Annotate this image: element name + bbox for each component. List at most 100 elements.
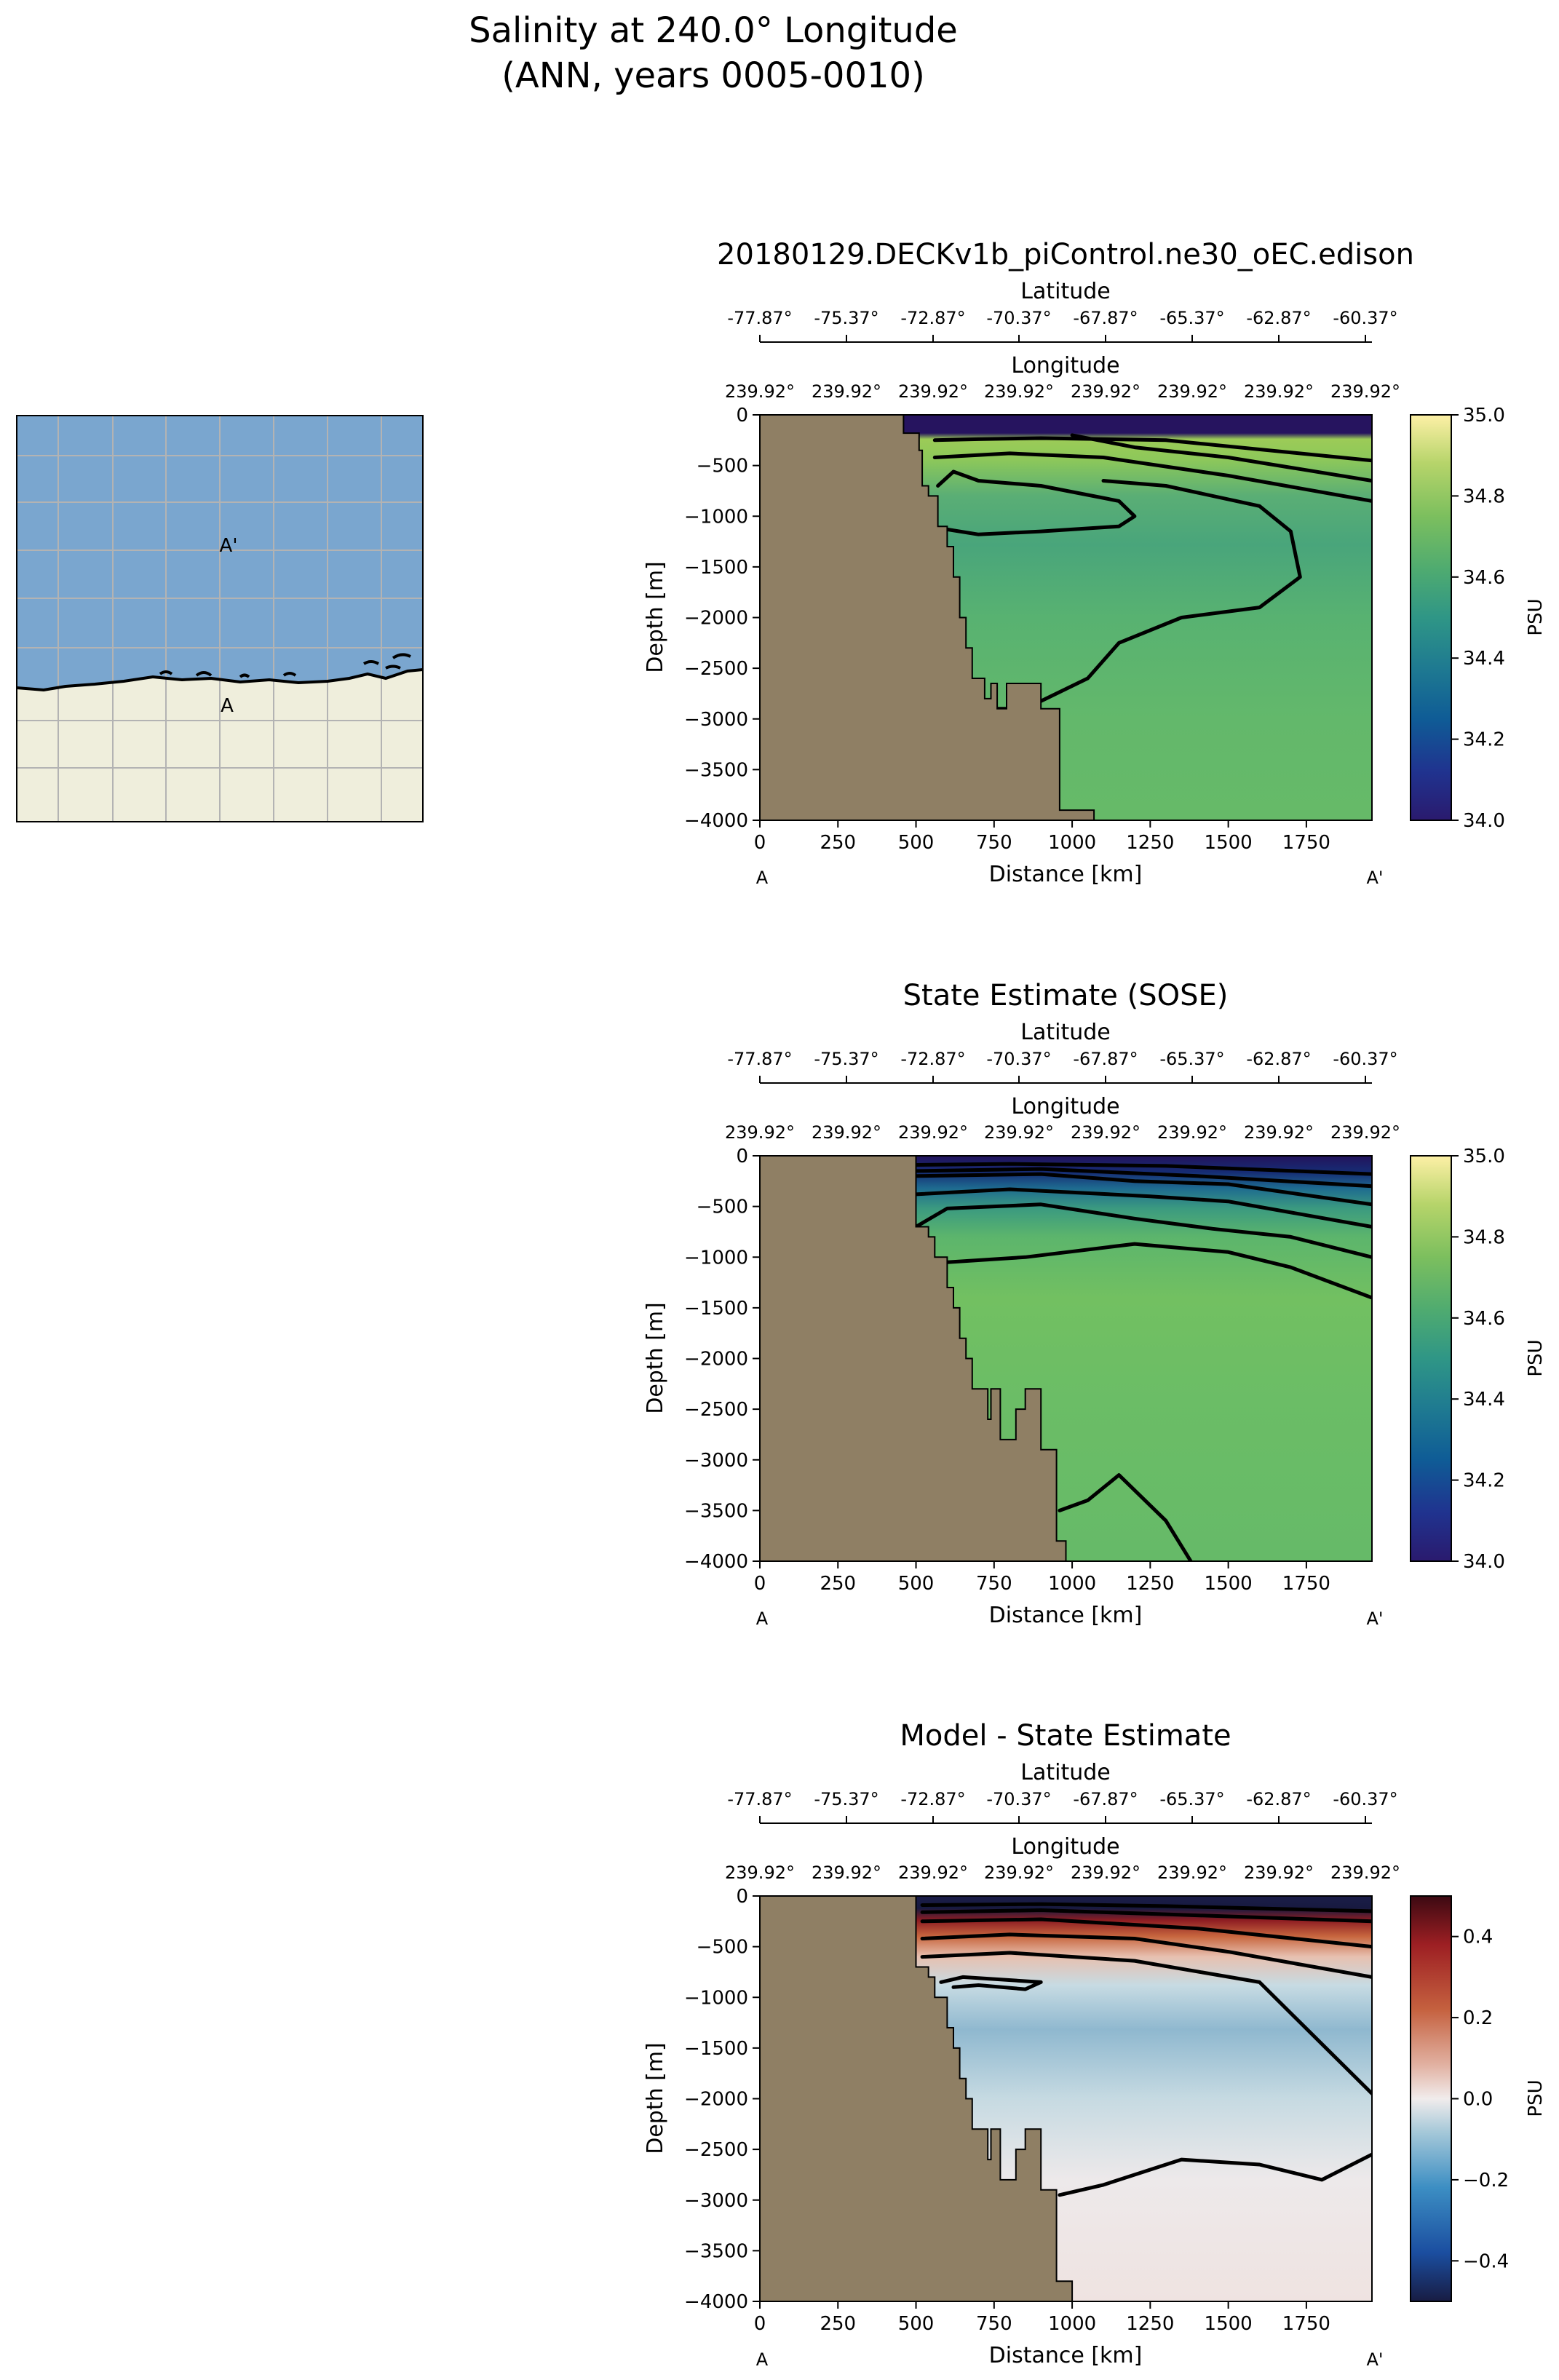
- x-tick-label: 1250: [1126, 832, 1174, 854]
- longitude-tick-label: 239.92°: [812, 1863, 881, 1883]
- colorbar-tick-label: −0.4: [1463, 2250, 1509, 2272]
- y-tick-label: −2500: [684, 2139, 748, 2161]
- latitude-tick-label: -60.37°: [1333, 308, 1397, 328]
- y-tick-label: −3000: [684, 1450, 748, 1472]
- longitude-tick-label: 239.92°: [725, 1863, 795, 1883]
- latitude-tick-label: -65.37°: [1159, 1049, 1224, 1069]
- colorbar-ticks: 34.0 34.2 34.4 34.6 34.8 35.0: [1451, 1146, 1505, 1573]
- colorbar-tick-label: 34.8: [1463, 485, 1505, 507]
- contour-line: [914, 1162, 1372, 1176]
- latitude-ticks: -77.87° -75.37° -72.87° -70.37° -67.87° …: [727, 1789, 1398, 1823]
- latitude-tick-label: -67.87°: [1073, 1049, 1138, 1069]
- y-tick-label: −3000: [684, 2190, 748, 2212]
- map-label-a: A: [221, 695, 234, 717]
- latitude-tick-label: -70.37°: [986, 1789, 1051, 1809]
- contour-line: [920, 1932, 1372, 1979]
- longitude-axis-label: Longitude: [1011, 353, 1119, 378]
- contour-line: [1070, 433, 1372, 483]
- longitude-tick-label: 239.92°: [1330, 1122, 1400, 1143]
- latitude-tick-label: -77.87°: [727, 1049, 792, 1069]
- section-start-label: A: [756, 2349, 769, 2370]
- bathymetry: [760, 415, 1095, 820]
- panel-difference: Model - State Estimate Latitude -77.87° …: [643, 1719, 1547, 2370]
- latitude-tick-label: -62.87°: [1246, 1789, 1311, 1809]
- longitude-tick-label: 239.92°: [1071, 381, 1141, 402]
- x-tick-label: 500: [898, 2313, 935, 2335]
- latitude-axis-label: Latitude: [1020, 279, 1110, 304]
- colorbar-tick-label: 34.4: [1463, 1389, 1505, 1411]
- x-tick-label: 500: [898, 1573, 935, 1595]
- longitude-tick-label: 239.92°: [898, 1863, 968, 1883]
- longitude-tick-label: 239.92°: [984, 1122, 1054, 1143]
- y-axis: 0 −500 −1000 −1500 −2000 −2500 −3000 −3500 −4000: [684, 1886, 760, 2313]
- y-tick-label: −2000: [684, 608, 748, 630]
- longitude-tick-label: 239.92°: [1330, 1863, 1400, 1883]
- longitude-tick-label: 239.92°: [725, 381, 795, 402]
- longitude-tick-label: 239.92°: [1157, 1122, 1227, 1143]
- y-tick-label: −500: [697, 456, 748, 477]
- latitude-tick-label: -77.87°: [727, 308, 792, 328]
- latitude-tick-label: -62.87°: [1246, 1049, 1311, 1069]
- y-tick-label: 0: [736, 405, 748, 427]
- contour-line: [932, 436, 1372, 463]
- panel-model: 20180129.DECKv1b_piControl.ne30_oEC.edis…: [643, 238, 1547, 888]
- x-tick-label: 1250: [1126, 1573, 1174, 1595]
- y-axis-label: Depth [m]: [643, 2042, 668, 2154]
- latitude-tick-label: -75.37°: [814, 1789, 878, 1809]
- x-tick-label: 1750: [1282, 1573, 1330, 1595]
- y-axis-label: Depth [m]: [643, 561, 668, 673]
- y-tick-label: −3500: [684, 759, 748, 781]
- section-end-label: A': [1366, 868, 1383, 888]
- longitude-axis-label: Longitude: [1011, 1834, 1119, 1860]
- colorbar-tick-label: 35.0: [1463, 405, 1505, 427]
- y-axis: 0 −500 −1000 −1500 −2000 −2500 −3000 −3500 −4000: [684, 405, 760, 832]
- latitude-tick-label: -65.37°: [1159, 308, 1224, 328]
- y-tick-label: −4000: [684, 810, 748, 832]
- colorbar: [1410, 1155, 1452, 1562]
- y-tick-label: −1000: [684, 1987, 748, 2009]
- latitude-tick-label: -62.87°: [1246, 308, 1311, 328]
- colorbar-tick-label: 34.0: [1463, 1551, 1505, 1573]
- colorbar-tick-label: 34.2: [1463, 729, 1505, 751]
- longitude-tick-label: 239.92°: [1330, 381, 1400, 402]
- y-tick-label: −4000: [684, 2291, 748, 2313]
- contour-line: [920, 1908, 1372, 1924]
- x-tick-label: 1500: [1205, 1573, 1253, 1595]
- longitude-axis-label: Longitude: [1011, 1094, 1119, 1119]
- map-coastline: [17, 668, 423, 692]
- x-axis: 0 250 500 750 1000 1250 1500 1750: [754, 820, 1330, 854]
- y-tick-label: −500: [697, 1937, 748, 1959]
- latitude-ticks: -77.87° -75.37° -72.87° -70.37° -67.87° …: [727, 308, 1398, 342]
- latitude-tick-label: -70.37°: [986, 308, 1051, 328]
- latitude-axis-label: Latitude: [1020, 1760, 1110, 1785]
- colorbar-label: PSU: [1525, 598, 1547, 635]
- x-tick-label: 1750: [1282, 832, 1330, 854]
- longitude-ticks: 239.92° 239.92° 239.92° 239.92° 239.92° …: [725, 1863, 1400, 1883]
- contour-line: [932, 451, 1372, 503]
- x-tick-label: 250: [820, 832, 856, 854]
- panel-title: 20180129.DECKv1b_piControl.ne30_oEC.edis…: [717, 238, 1414, 271]
- y-tick-label: −1500: [684, 2038, 748, 2060]
- longitude-ticks: 239.92° 239.92° 239.92° 239.92° 239.92° …: [725, 1122, 1400, 1143]
- inset-map: A' A: [16, 415, 424, 822]
- colorbar-tick-label: 34.0: [1463, 810, 1505, 832]
- colorbar-tick-label: 0.2: [1463, 2007, 1493, 2029]
- contour-line: [1058, 2152, 1372, 2197]
- longitude-tick-label: 239.92°: [984, 381, 1054, 402]
- contour-line: [914, 1167, 1372, 1189]
- colorbar-label: PSU: [1525, 1339, 1547, 1376]
- y-tick-label: −1500: [684, 1298, 748, 1320]
- panel-title: Model - State Estimate: [900, 1719, 1231, 1753]
- colorbar: [1410, 1895, 1452, 2302]
- bathymetry: [760, 1156, 1067, 1561]
- figure-title-line1: Salinity at 240.0° Longitude: [469, 10, 958, 51]
- longitude-ticks: 239.92° 239.92° 239.92° 239.92° 239.92° …: [725, 381, 1400, 402]
- panel-title: State Estimate (SOSE): [903, 979, 1229, 1012]
- panel-state-estimate: State Estimate (SOSE) Latitude -77.87° -…: [643, 979, 1547, 1629]
- x-axis-label: Distance [km]: [989, 1603, 1143, 1628]
- x-tick-label: 1500: [1205, 832, 1253, 854]
- y-tick-label: −1500: [684, 557, 748, 579]
- y-tick-label: −2500: [684, 658, 748, 680]
- section-end-label: A': [1366, 2349, 1383, 2370]
